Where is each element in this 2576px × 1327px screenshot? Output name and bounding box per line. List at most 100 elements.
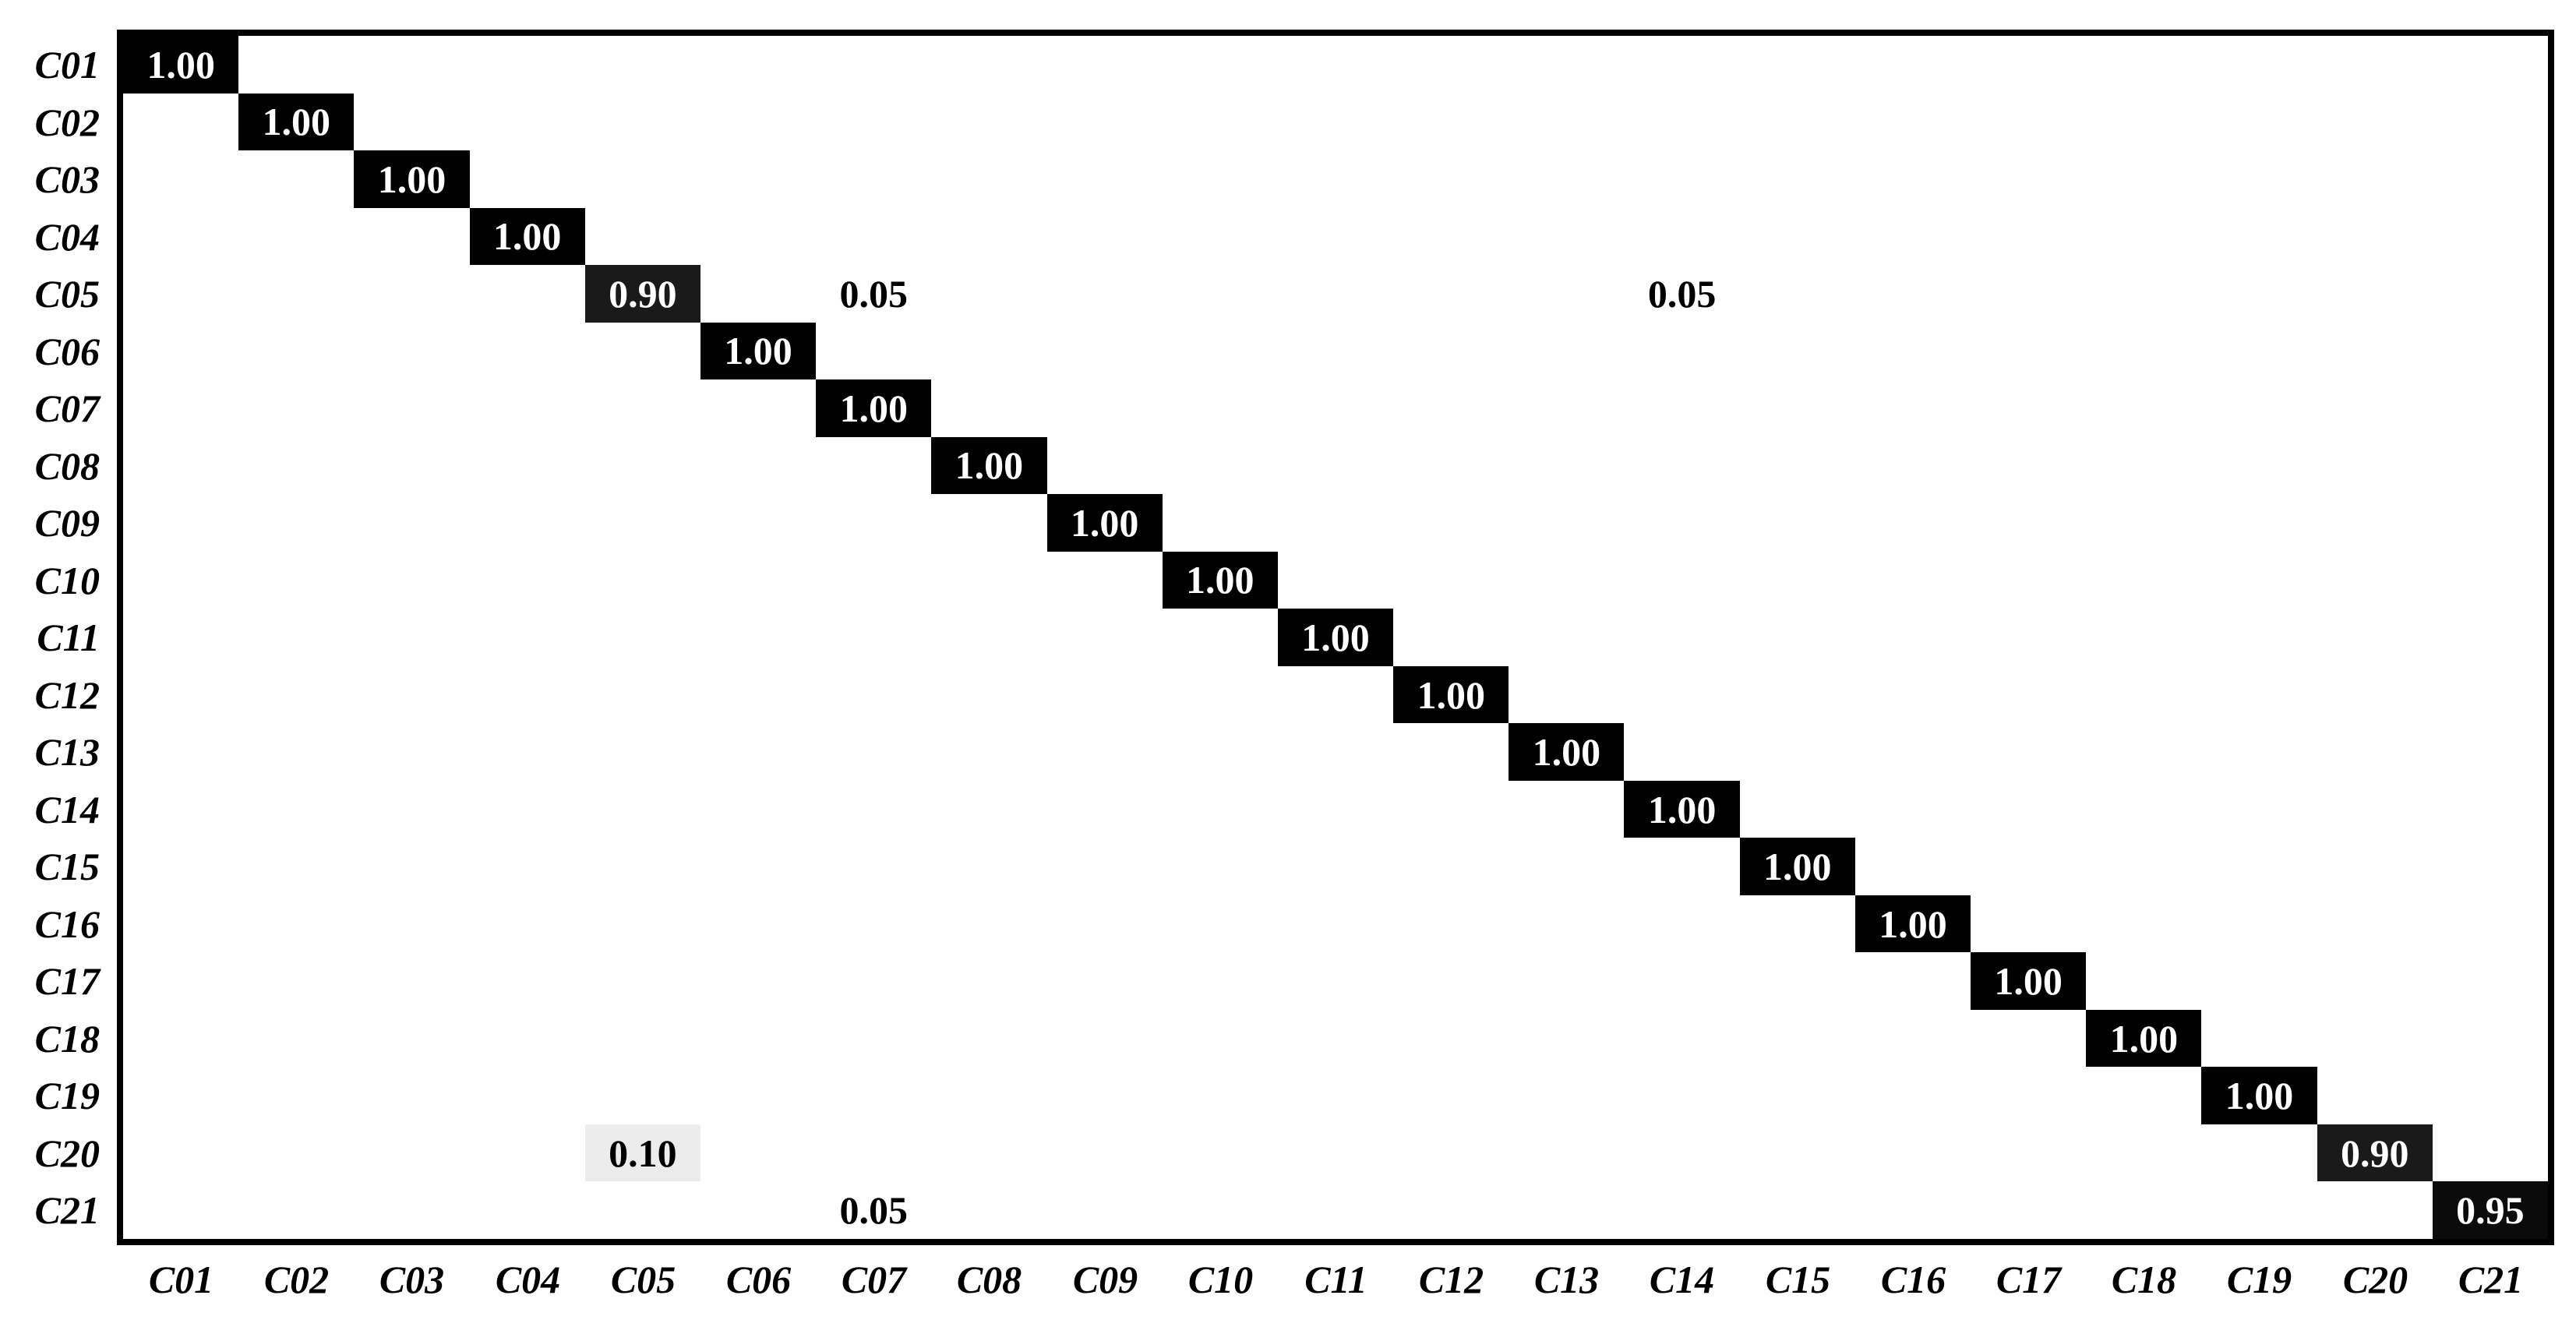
matrix-cell: 1.00 (238, 93, 355, 151)
matrix-cell (123, 1181, 238, 1239)
matrix-cell (1740, 265, 1855, 323)
matrix-cell (1393, 1124, 1509, 1182)
matrix-cell (354, 208, 469, 266)
matrix-cell (1971, 1010, 2086, 1068)
matrix-cell (1855, 1010, 1971, 1068)
matrix-cell (1163, 838, 1278, 895)
matrix-cell (2317, 781, 2433, 838)
matrix-cell (1047, 723, 1163, 781)
matrix-cell (1855, 1181, 1971, 1239)
matrix-cell (470, 723, 585, 781)
matrix-cell (585, 1181, 700, 1239)
matrix-cell (123, 1010, 238, 1068)
matrix-cell (2433, 895, 2548, 953)
y-tick-label: C09 (34, 501, 100, 545)
matrix-cell: 1.00 (816, 379, 932, 437)
matrix-cell (1509, 952, 1624, 1010)
matrix-cell (1971, 36, 2086, 94)
matrix-cell (1278, 1067, 1393, 1124)
matrix-cell (1278, 1124, 1393, 1182)
matrix-cell (700, 723, 816, 781)
matrix-cell (354, 323, 469, 380)
matrix-cell (1624, 1181, 1739, 1239)
matrix-cell (1624, 36, 1739, 94)
matrix-cell (238, 781, 354, 838)
y-tick-label: C07 (34, 386, 100, 430)
matrix-cell (2201, 150, 2317, 208)
matrix-cell (816, 1010, 931, 1068)
matrix-cell (2433, 323, 2548, 380)
matrix-cell (1509, 208, 1624, 266)
matrix-cell (816, 323, 931, 380)
matrix-cell (2086, 94, 2201, 151)
matrix-cell (2201, 323, 2317, 380)
matrix-cell (1163, 94, 1278, 151)
matrix-cell (816, 437, 931, 495)
matrix-cell (2433, 666, 2548, 724)
x-tick-label: C21 (2458, 1258, 2524, 1301)
matrix-cell (1855, 552, 1971, 609)
matrix-cell (2433, 838, 2548, 895)
x-tick-label: C01 (148, 1258, 214, 1301)
matrix-cell (816, 723, 931, 781)
y-tick-label: C01 (34, 43, 100, 86)
matrix-cell (354, 552, 469, 609)
matrix-cell (816, 895, 931, 953)
matrix-cell (2201, 265, 2317, 323)
matrix-cell (931, 494, 1046, 552)
matrix-cell (931, 1010, 1046, 1068)
matrix-cell (1971, 150, 2086, 208)
matrix-cell: 0.05 (816, 1181, 932, 1239)
matrix-cell (354, 1067, 469, 1124)
matrix-cell (238, 1181, 354, 1239)
matrix-cell (1047, 952, 1163, 1010)
x-tick-label: C07 (841, 1258, 907, 1301)
matrix-cell (2201, 94, 2317, 151)
matrix-cell (2317, 150, 2433, 208)
matrix-cell (238, 723, 354, 781)
matrix-cell (1163, 609, 1278, 666)
matrix-cell: 1.00 (2201, 1067, 2317, 1124)
matrix-cell (1278, 952, 1393, 1010)
matrix-cell (585, 838, 700, 895)
matrix-cell (2086, 36, 2201, 94)
matrix-cell (238, 437, 354, 495)
matrix-cell (816, 36, 931, 94)
matrix-cell (2317, 94, 2433, 151)
matrix-cell (1278, 1010, 1393, 1068)
matrix-cell (238, 36, 354, 94)
matrix-cell (123, 781, 238, 838)
matrix-cell (2086, 265, 2201, 323)
matrix-cell (1624, 1124, 1739, 1182)
matrix-cell (2201, 1010, 2317, 1068)
matrix-cell: 0.90 (2317, 1124, 2433, 1182)
matrix-cell (1509, 552, 1624, 609)
x-tick-label: C16 (1880, 1258, 1946, 1301)
matrix-cell (1047, 838, 1163, 895)
matrix-cell (470, 552, 585, 609)
matrix-cell (1509, 323, 1624, 380)
matrix-cell (2086, 895, 2201, 953)
matrix-cell (1047, 1067, 1163, 1124)
x-tick-label: C03 (379, 1258, 445, 1301)
matrix-cell (238, 208, 354, 266)
matrix-cell (470, 437, 585, 495)
matrix-cell (1047, 437, 1163, 495)
matrix-cell (470, 838, 585, 895)
matrix-cell (1393, 723, 1509, 781)
y-tick-label: C05 (34, 272, 100, 316)
matrix-cell: 1.00 (1046, 494, 1163, 552)
matrix-cell (1278, 379, 1393, 437)
matrix-cell (585, 208, 700, 266)
matrix-cell (238, 379, 354, 437)
matrix-cell (816, 952, 931, 1010)
matrix-cell (585, 895, 700, 953)
matrix-cell (1624, 379, 1739, 437)
matrix-cell (700, 36, 816, 94)
matrix-cell (2086, 323, 2201, 380)
matrix-cell: 0.10 (584, 1124, 700, 1182)
matrix-cell (354, 781, 469, 838)
x-tick-label: C18 (2111, 1258, 2177, 1301)
matrix-cell (2433, 437, 2548, 495)
matrix-cell (2433, 494, 2548, 552)
